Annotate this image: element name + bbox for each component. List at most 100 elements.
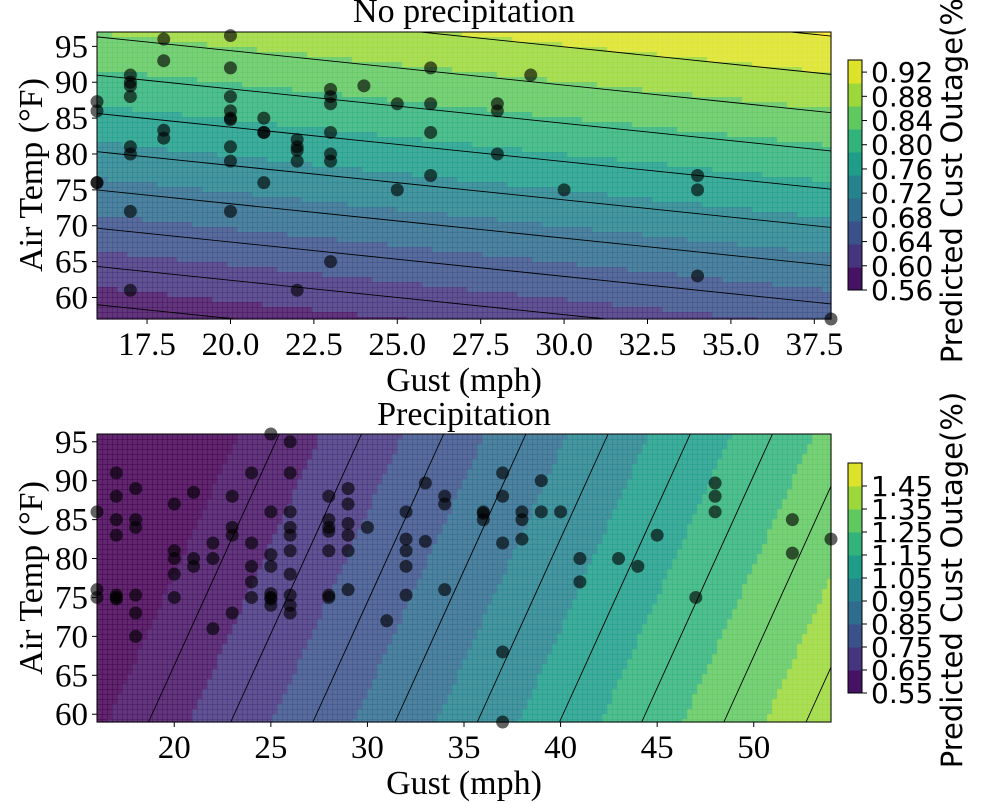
contour-cell [442, 107, 448, 113]
contour-cell [277, 162, 283, 168]
contour-cell [447, 122, 453, 128]
contour-cell [117, 172, 123, 178]
contour-cell [447, 222, 453, 228]
contour-cell [107, 72, 113, 78]
contour-cell [412, 277, 418, 283]
contour-cell [457, 57, 463, 63]
contour-cell [157, 297, 163, 303]
contour-cell [147, 317, 153, 320]
contour-cell [407, 267, 413, 273]
contour-cell [367, 137, 373, 143]
contour-cell [397, 262, 403, 268]
contour-cell [407, 127, 413, 133]
contour-cell [492, 307, 498, 313]
contour-cell [137, 267, 143, 273]
contour-cell [327, 222, 333, 228]
contour-cell [367, 107, 373, 113]
contour-cell [362, 247, 368, 253]
contour-cell [387, 297, 393, 303]
contour-cell [477, 172, 483, 178]
contour-cell [377, 197, 383, 203]
contour-cell [482, 137, 488, 143]
contour-cell [122, 162, 128, 168]
contour-cell [457, 137, 463, 143]
contour-cell [237, 127, 243, 133]
contour-cell [227, 87, 233, 93]
contour-cell [187, 57, 193, 63]
contour-cell [217, 107, 223, 113]
contour-cell [122, 197, 128, 203]
contour-cell [247, 247, 253, 253]
contour-cell [177, 242, 183, 248]
contour-cell [472, 302, 478, 308]
contour-cell [177, 77, 183, 83]
contour-cell [252, 32, 258, 38]
contour-cell [147, 57, 153, 63]
contour-cell [347, 37, 353, 43]
contour-cell [362, 237, 368, 243]
contour-cell [442, 67, 448, 73]
contour-cell [197, 152, 203, 158]
contour-cell [407, 177, 413, 183]
contour-cell [177, 192, 183, 198]
contour-cell [117, 282, 123, 288]
contour-cell [412, 217, 418, 223]
contour-cell [402, 197, 408, 203]
contour-cell [217, 57, 223, 63]
contour-cell [352, 62, 358, 68]
contour-cell [252, 267, 258, 273]
contour-cell [332, 282, 338, 288]
contour-cell [212, 132, 218, 138]
contour-cell [167, 172, 173, 178]
contour-cell [387, 82, 393, 88]
contour-cell [492, 252, 498, 258]
contour-cell [352, 102, 358, 108]
contour-cell [287, 102, 293, 108]
contour-cell [212, 67, 218, 73]
contour-cell [262, 82, 268, 88]
contour-cell [117, 92, 123, 98]
contour-cell [177, 277, 183, 283]
contour-cell [412, 172, 418, 178]
contour-cell [467, 152, 473, 158]
contour-cell [302, 52, 308, 58]
contour-cell [197, 62, 203, 68]
contour-cell [507, 177, 513, 183]
contour-cell [292, 222, 298, 228]
contour-cell [432, 72, 438, 78]
contour-cell [272, 57, 278, 63]
contour-cell [407, 272, 413, 278]
contour-cell [272, 317, 278, 320]
contour-cell [452, 72, 458, 78]
contour-cell [147, 302, 153, 308]
contour-cell [382, 117, 388, 123]
contour-cell [472, 37, 478, 43]
contour-cell [232, 222, 238, 228]
contour-cell [162, 312, 168, 318]
contour-cell [142, 232, 148, 238]
contour-cell [507, 277, 513, 283]
contour-cell [252, 97, 258, 103]
contour-cell [417, 157, 423, 163]
contour-cell [292, 167, 298, 173]
contour-cell [262, 307, 268, 313]
contour-cell [412, 237, 418, 243]
contour-cell [162, 297, 168, 303]
contour-cell [167, 212, 173, 218]
contour-cell [472, 197, 478, 203]
contour-cell [332, 272, 338, 278]
contour-cell [107, 262, 113, 268]
contour-cell [452, 227, 458, 233]
contour-cell [352, 292, 358, 298]
contour-cell [392, 82, 398, 88]
contour-cell [342, 237, 348, 243]
contour-cell [157, 262, 163, 268]
contour-cell [287, 212, 293, 218]
contour-cell [122, 292, 128, 298]
contour-cell [497, 302, 503, 308]
contour-cell [397, 212, 403, 218]
contour-cell [227, 52, 233, 58]
contour-cell [517, 227, 523, 233]
contour-cell [122, 102, 128, 108]
contour-cell [237, 177, 243, 183]
